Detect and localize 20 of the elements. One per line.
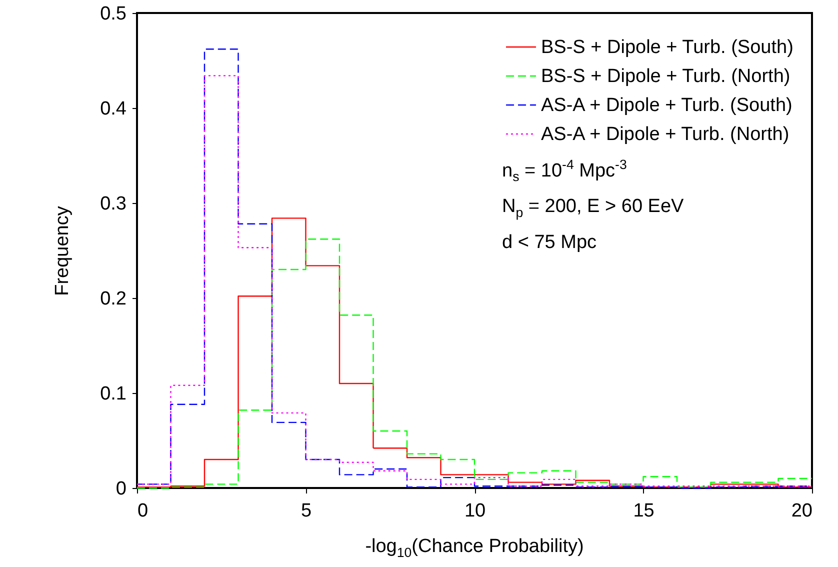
legend-label: AS-A + Dipole + Turb. (South) xyxy=(541,95,792,116)
x-tick-label: 0 xyxy=(138,500,148,522)
y-tick-label: 0 xyxy=(116,478,126,500)
legend-label: BS-S + Dipole + Turb. (South) xyxy=(541,37,794,58)
y-tick-label: 0.4 xyxy=(100,98,127,120)
y-tick-label: 0.2 xyxy=(100,288,126,310)
annotation: N$_{p}$ = 200, E > 60 EeV xyxy=(502,195,684,222)
x-tick-label: 20 xyxy=(791,500,812,522)
annotation: n$_{s}$ = 10$^{-4}$ Mpc$^{-3}$ xyxy=(502,156,628,186)
legend-label: BS-S + Dipole + Turb. (North) xyxy=(541,66,790,87)
x-tick-label: 5 xyxy=(300,500,312,522)
x-tick-label: 15 xyxy=(633,500,654,522)
y-tick-label: 0.5 xyxy=(100,4,126,24)
legend-label: AS-A + Dipole + Turb. (North) xyxy=(541,124,790,145)
x-tick-label: 10 xyxy=(464,500,486,522)
y-axis-title: Frequency xyxy=(52,206,74,296)
x-axis-title: -log$_{10}$(Chance Probability) xyxy=(364,536,585,560)
y-tick-label: 0.3 xyxy=(100,194,126,214)
annotation: d < 75 Mpc xyxy=(502,230,598,255)
y-tick-label: 0.1 xyxy=(100,384,126,404)
